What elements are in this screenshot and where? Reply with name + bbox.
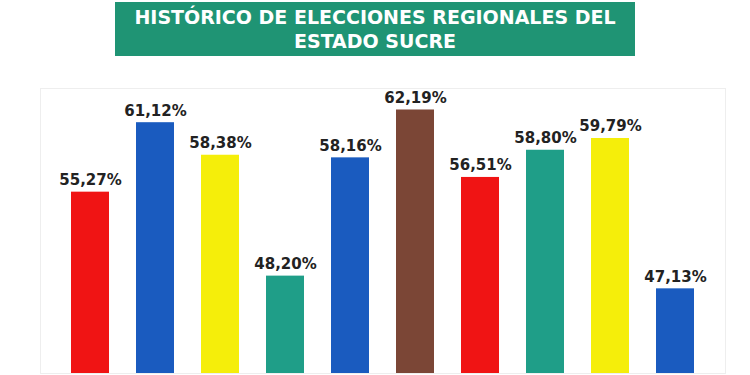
- html-text:HISTÓRICO DE ELECCIONES REGION: HISTÓRICO DE ELECCIONES REGIONALES DEL E…: [134, 6, 616, 52]
- svg-text:61,12%: 61,12%: [124, 102, 186, 120]
- svg-text:48,20%: 48,20%: [254, 255, 316, 273]
- svg-text:58,38%: 58,38%: [189, 134, 251, 152]
- svg-text:58,80%: 58,80%: [514, 129, 576, 147]
- svg-text:55,27%: 55,27%: [59, 171, 121, 189]
- svg-text:59,79%: 59,79%: [579, 117, 641, 135]
- svg-text:47,13%: 47,13%: [644, 268, 706, 286]
- svg-text:56,51%: 56,51%: [449, 156, 511, 174]
- svg-text:62,19%: 62,19%: [384, 89, 446, 107]
- svg-text:58,16%: 58,16%: [319, 137, 381, 155]
